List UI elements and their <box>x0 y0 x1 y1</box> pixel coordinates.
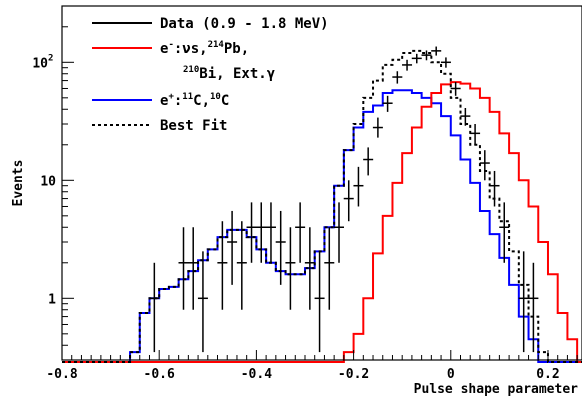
legend-label-e-minus: e-:νs,214Pb, <box>160 40 249 57</box>
data-points-layer <box>149 46 539 353</box>
data-point <box>421 50 432 61</box>
data-point <box>440 57 451 68</box>
data-point <box>188 227 199 310</box>
data-point <box>236 221 247 310</box>
data-point <box>227 210 238 285</box>
data-point <box>324 227 335 310</box>
data-point <box>217 221 228 310</box>
series-line-best-fit <box>62 49 582 363</box>
data-point <box>246 202 257 263</box>
data-point <box>382 95 393 112</box>
data-point <box>256 202 267 263</box>
data-point <box>499 202 510 263</box>
data-point <box>149 262 160 353</box>
y-tick-label: 1 <box>48 292 56 307</box>
data-point <box>479 150 490 181</box>
data-point <box>285 227 296 310</box>
data-point <box>265 202 276 263</box>
x-tick-label: 0 <box>447 367 455 382</box>
data-point <box>314 251 325 353</box>
data-point <box>178 227 189 310</box>
x-tick-label: -0.8 <box>46 367 77 382</box>
data-point <box>295 202 306 263</box>
x-tick-label: 0.2 <box>536 367 559 382</box>
data-point <box>402 59 413 71</box>
plot-frame <box>61 5 582 361</box>
data-point <box>470 124 481 145</box>
data-point <box>372 117 383 138</box>
x-tick-label: -0.4 <box>241 367 272 382</box>
data-point <box>411 53 422 64</box>
data-point <box>431 46 442 56</box>
data-point <box>489 170 500 207</box>
data-point <box>343 180 354 222</box>
series-line-e-minus <box>62 81 582 363</box>
x-tick-label: -0.6 <box>144 367 175 382</box>
data-point <box>528 262 539 353</box>
y-tick-label-exponent: 2 <box>48 53 53 63</box>
x-axis-label: Pulse shape parameter <box>414 382 579 397</box>
y-tick-label: 10 <box>40 174 56 189</box>
legend: Data (0.9 - 1.8 MeV) e-:νs,214Pb, 210Bi,… <box>92 16 329 134</box>
x-tick-label: -0.2 <box>338 367 369 382</box>
legend-label-e-minus-line2: 210Bi, Ext.γ <box>183 65 275 82</box>
legend-label-e-plus: e+:11C,10C <box>160 92 229 109</box>
data-point <box>197 251 208 353</box>
y-tick-label: 10 <box>32 56 48 71</box>
legend-label-best-fit: Best Fit <box>160 118 227 134</box>
data-point <box>334 202 345 263</box>
data-point <box>460 107 471 126</box>
data-point <box>450 82 461 96</box>
data-point <box>275 210 286 285</box>
data-point <box>518 251 529 353</box>
data-point <box>353 166 364 207</box>
x-axis: -0.8 -0.6 -0.4 -0.2 0 0.2 <box>46 350 578 382</box>
data-point <box>304 227 315 310</box>
y-axis-label: Events <box>11 160 26 207</box>
data-point <box>363 147 374 176</box>
legend-label-data: Data (0.9 - 1.8 MeV) <box>160 16 329 32</box>
data-point <box>392 71 403 84</box>
